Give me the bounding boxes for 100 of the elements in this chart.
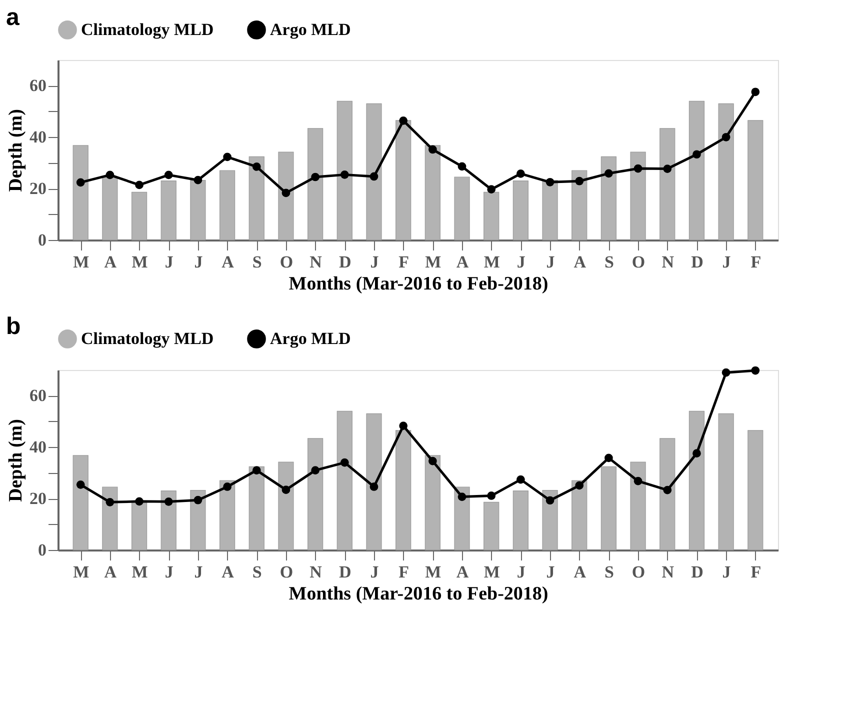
x-axis-title: Months (Mar-2016 to Feb-2018) <box>288 584 548 604</box>
point <box>692 150 701 159</box>
point <box>282 486 290 494</box>
point <box>428 145 437 154</box>
x-tick-label: J <box>722 252 732 272</box>
bar <box>336 100 352 240</box>
bar <box>220 170 236 240</box>
x-tick-label: J <box>722 562 732 582</box>
bar <box>512 490 528 550</box>
bar <box>454 486 470 550</box>
x-tick-label: J <box>194 252 204 272</box>
bar <box>102 176 118 240</box>
bar <box>748 430 764 550</box>
point <box>487 185 496 194</box>
x-tick-label: S <box>604 252 614 272</box>
point <box>370 482 378 491</box>
bar <box>484 502 500 550</box>
y-tick-label: 20 <box>30 179 46 198</box>
point <box>751 366 760 375</box>
x-tick-label: S <box>252 562 262 582</box>
y-tick-label: 40 <box>30 438 46 457</box>
bar <box>336 410 352 550</box>
x-tick-label: S <box>604 562 614 582</box>
x-tick-label: J <box>370 562 380 582</box>
point <box>164 170 173 180</box>
x-tick-label: M <box>484 562 500 582</box>
x-tick-label: F <box>750 562 762 582</box>
x-tick-label: N <box>310 562 323 582</box>
bar <box>396 120 412 240</box>
point <box>575 481 584 490</box>
chart-title: a <box>6 4 20 31</box>
y-tick-label: 60 <box>30 76 46 96</box>
x-axis-title: Months (Mar-2016 to Feb-2018) <box>288 274 548 294</box>
legend-label: Argo MLD <box>270 20 351 39</box>
x-tick-label: J <box>164 562 174 582</box>
bar <box>660 438 676 550</box>
x-tick-label: O <box>632 252 646 272</box>
x-tick-label: A <box>104 252 118 272</box>
bar <box>72 455 88 550</box>
bar <box>688 100 705 240</box>
x-tick-label: A <box>104 562 118 582</box>
point <box>428 456 437 466</box>
point <box>722 368 730 377</box>
x-tick-label: M <box>425 562 442 582</box>
x-tick-label: F <box>398 252 410 272</box>
x-tick-label: J <box>164 252 174 272</box>
y-tick-label: 20 <box>30 489 46 508</box>
x-tick-label: M <box>132 562 148 582</box>
x-tick-label: J <box>546 252 556 272</box>
bar <box>572 480 588 550</box>
x-tick-label: D <box>339 562 352 582</box>
bar <box>630 462 646 550</box>
point <box>399 422 408 430</box>
x-tick-label: A <box>574 562 587 582</box>
bar <box>308 438 324 550</box>
legend-label: Climatology MLD <box>81 328 214 348</box>
legend-label: Climatology MLD <box>81 20 214 39</box>
point <box>370 172 378 181</box>
bar <box>278 152 294 240</box>
point <box>340 458 349 467</box>
x-tick-label: J <box>194 562 204 582</box>
bar <box>366 413 382 550</box>
y-tick-label: 0 <box>38 540 46 560</box>
x-tick-label: D <box>691 562 704 582</box>
bar <box>454 176 470 240</box>
bar <box>424 145 440 240</box>
point <box>194 176 202 184</box>
bar <box>248 156 264 240</box>
bar <box>248 466 264 550</box>
point <box>487 492 496 500</box>
point <box>282 188 290 198</box>
point <box>135 180 144 190</box>
bar <box>424 455 440 550</box>
bar <box>278 462 294 550</box>
x-tick-label: N <box>662 562 675 582</box>
point <box>663 486 672 494</box>
x-tick-label: M <box>73 562 90 582</box>
bar <box>542 490 558 550</box>
x-tick-label: A <box>222 562 235 582</box>
bar <box>600 156 616 240</box>
bar <box>572 170 588 240</box>
point <box>76 480 85 489</box>
x-tick-label: M <box>73 252 90 272</box>
point <box>604 169 613 178</box>
bar <box>660 128 676 240</box>
point <box>399 116 408 125</box>
x-tick-label: A <box>574 252 587 272</box>
bar <box>366 103 382 240</box>
x-tick-label: D <box>691 252 704 272</box>
x-tick-label: A <box>456 562 470 582</box>
legend-label: Argo MLD <box>270 328 351 348</box>
point <box>546 178 554 186</box>
bar <box>131 192 148 240</box>
bar <box>190 180 206 240</box>
point <box>76 178 85 187</box>
x-tick-label: O <box>280 252 294 272</box>
x-tick-label: O <box>280 562 294 582</box>
bar <box>190 490 206 550</box>
x-tick-label: J <box>546 562 556 582</box>
x-tick-label: M <box>425 252 442 272</box>
